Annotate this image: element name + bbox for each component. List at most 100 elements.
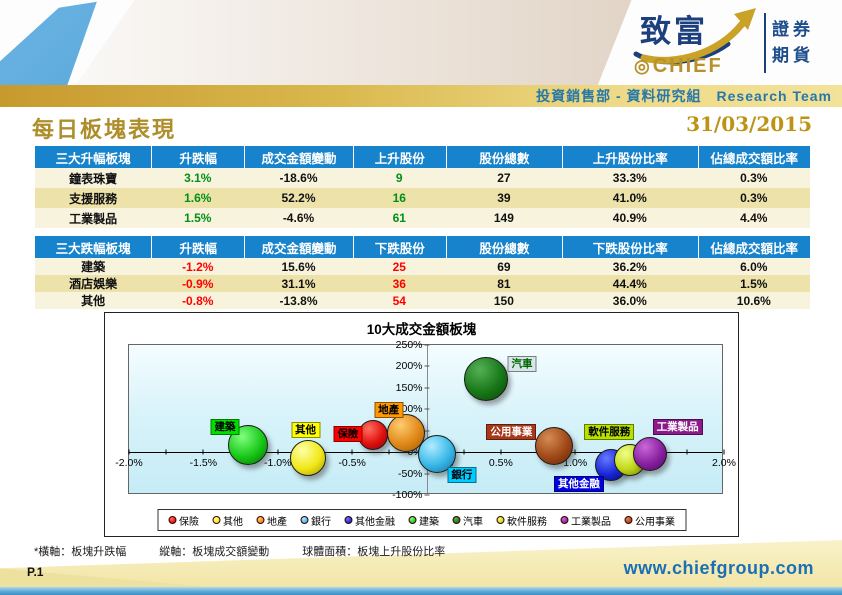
legend-label: 工業製品 — [571, 516, 611, 528]
chart-bubble — [417, 435, 456, 474]
x-tick-mark — [463, 449, 465, 455]
page-number: P.1 — [27, 565, 44, 579]
y-tick-label: -50% — [397, 467, 423, 480]
column-header: 成交金額變動 — [244, 236, 353, 258]
table-header-row: 三大跌幅板塊 升跌幅 成交金額變動 下跌股份 股份總數 下跌股份比率 佔總成交額比率 — [35, 236, 810, 258]
bottom-blue-strip — [0, 587, 842, 595]
y-tick-label: 250% — [395, 339, 423, 351]
bubble-label: 建築 — [210, 419, 240, 436]
legend-dot-icon — [496, 516, 504, 524]
x-tick-mark — [277, 449, 279, 455]
bubble-label: 汽車 — [507, 356, 537, 373]
sector-name: 建築 — [81, 260, 106, 274]
table-cell: 69 — [497, 259, 511, 274]
table-cell: 41.0% — [612, 191, 647, 205]
logo-securities-text: 證券 — [772, 19, 814, 39]
legend-item: 公用事業 — [624, 513, 675, 528]
y-tick-mark — [424, 430, 429, 432]
legend-label: 其他金融 — [355, 516, 395, 528]
column-header: 升跌幅 — [151, 236, 244, 258]
table-cell: 15.6% — [281, 259, 316, 274]
table-row: 酒店娛樂 -0.9% 31.1% 36 81 44.4% 1.5% — [35, 275, 810, 292]
table-cell: 4.4% — [740, 211, 768, 225]
chart-bubble — [632, 437, 667, 472]
y-tick-mark — [424, 473, 429, 475]
table-cell: -0.8% — [182, 293, 214, 308]
table-cell: 0.3% — [740, 191, 768, 205]
table-row: 鐘表珠寶 3.1% -18.6% 9 27 33.3% 0.3% — [35, 168, 810, 188]
page-title: 每日板塊表現 — [32, 117, 177, 142]
sector-name: 鐘表珠寶 — [69, 171, 118, 186]
column-header: 佔總成交額比率 — [697, 236, 810, 258]
x-tick-label: -2.0% — [115, 457, 143, 470]
table-cell: 36 — [392, 276, 406, 291]
sector-name: 酒店娛樂 — [69, 277, 118, 291]
report-date: 31/03/2015 — [686, 112, 812, 136]
logo-chief-text: ◎CHIEF — [634, 55, 723, 77]
legend-label: 建築 — [419, 516, 439, 528]
table-row: 建築 -1.2% 15.6% 25 69 36.2% 6.0% — [35, 258, 810, 275]
table-cell: 1.5% — [184, 211, 212, 225]
table-header-row: 三大升幅板塊 升跌幅 成交金額變動 上升股份 股份總數 上升股份比率 佔總成交額比率 — [35, 146, 810, 168]
legend-item: 其他金融 — [344, 513, 395, 528]
y-tick-mark — [424, 365, 429, 367]
sector-name: 支援服務 — [69, 191, 118, 206]
column-header: 升跌幅 — [151, 146, 244, 168]
legend-dot-icon — [300, 516, 308, 524]
x-tick-mark — [128, 449, 130, 455]
department-label: 投資銷售部 - 資料研究組 Research Team — [536, 88, 832, 104]
bubble-label: 軟件服務 — [584, 423, 635, 440]
bubble-label: 工業製品 — [652, 419, 703, 436]
chart-bubble — [357, 420, 388, 450]
table-cell: 36.0% — [612, 293, 647, 308]
department-bar: 投資銷售部 - 資料研究組 Research Team — [0, 85, 842, 107]
table-cell: 54 — [392, 293, 406, 308]
legend-dot-icon — [560, 516, 568, 524]
legend-label: 軟件服務 — [507, 516, 547, 528]
x-tick-mark — [686, 449, 688, 455]
table-cell: -1.2% — [182, 259, 214, 274]
bubble-label: 其他金融 — [553, 476, 604, 492]
x-tick-label: 2.0% — [712, 457, 736, 470]
x-tick-mark — [388, 449, 390, 455]
column-header: 上升股份 — [352, 146, 446, 168]
table-cell: -13.8% — [279, 293, 318, 308]
bubble-label: 公用事業 — [486, 423, 537, 440]
table-cell: 52.2% — [281, 191, 316, 205]
x-tick-mark — [723, 449, 725, 455]
bubble-label: 保險 — [333, 426, 363, 442]
sector-name: 其他 — [81, 294, 106, 308]
legend-dot-icon — [624, 516, 632, 524]
y-axis-line — [426, 345, 428, 493]
table-cell: 31.1% — [281, 276, 316, 291]
x-tick-mark — [574, 449, 576, 455]
table-cell: 1.5% — [740, 276, 768, 291]
chart-legend: 保險 其他 地產 銀行 其他金融 建築 汽車 軟件服務 工業製品 公用事業 — [157, 509, 686, 531]
logo-futures-text: 期貨 — [772, 46, 814, 65]
legend-item: 工業製品 — [560, 513, 611, 528]
legend-dot-icon — [256, 516, 264, 524]
column-header: 股份總數 — [445, 236, 562, 258]
table-cell: 149 — [493, 211, 514, 225]
column-header: 佔總成交額比率 — [697, 146, 810, 168]
y-tick-mark — [424, 387, 429, 389]
chart-title: 10大成交金額板塊 — [366, 322, 477, 337]
table-cell: 10.6% — [736, 293, 771, 308]
x-tick-label: -1.5% — [189, 457, 218, 470]
x-tick-mark — [351, 449, 353, 455]
chart-bubble — [464, 357, 508, 402]
table-cell: 81 — [497, 276, 511, 291]
y-tick-mark — [424, 344, 429, 346]
table-cell: 61 — [392, 211, 406, 225]
sector-name: 工業製品 — [69, 211, 118, 226]
x-tick-label: 0.5% — [488, 457, 513, 470]
legend-item: 保險 — [168, 513, 199, 528]
table-cell: 44.4% — [612, 276, 647, 291]
top-banner: 致富 ◎CHIEF 證券 期貨 — [0, 0, 842, 85]
y-tick-label: 150% — [395, 381, 423, 394]
x-tick-label: -1.0% — [264, 457, 292, 470]
top-losers-table: 三大跌幅板塊 升跌幅 成交金額變動 下跌股份 股份總數 下跌股份比率 佔總成交額比率建築 -1… — [35, 236, 810, 309]
website-link[interactable]: www.chiefgroup.com — [623, 558, 814, 578]
x-tick-label: 1.0% — [563, 457, 588, 470]
table-row: 支援服務 1.6% 52.2% 16 39 41.0% 0.3% — [35, 188, 810, 208]
